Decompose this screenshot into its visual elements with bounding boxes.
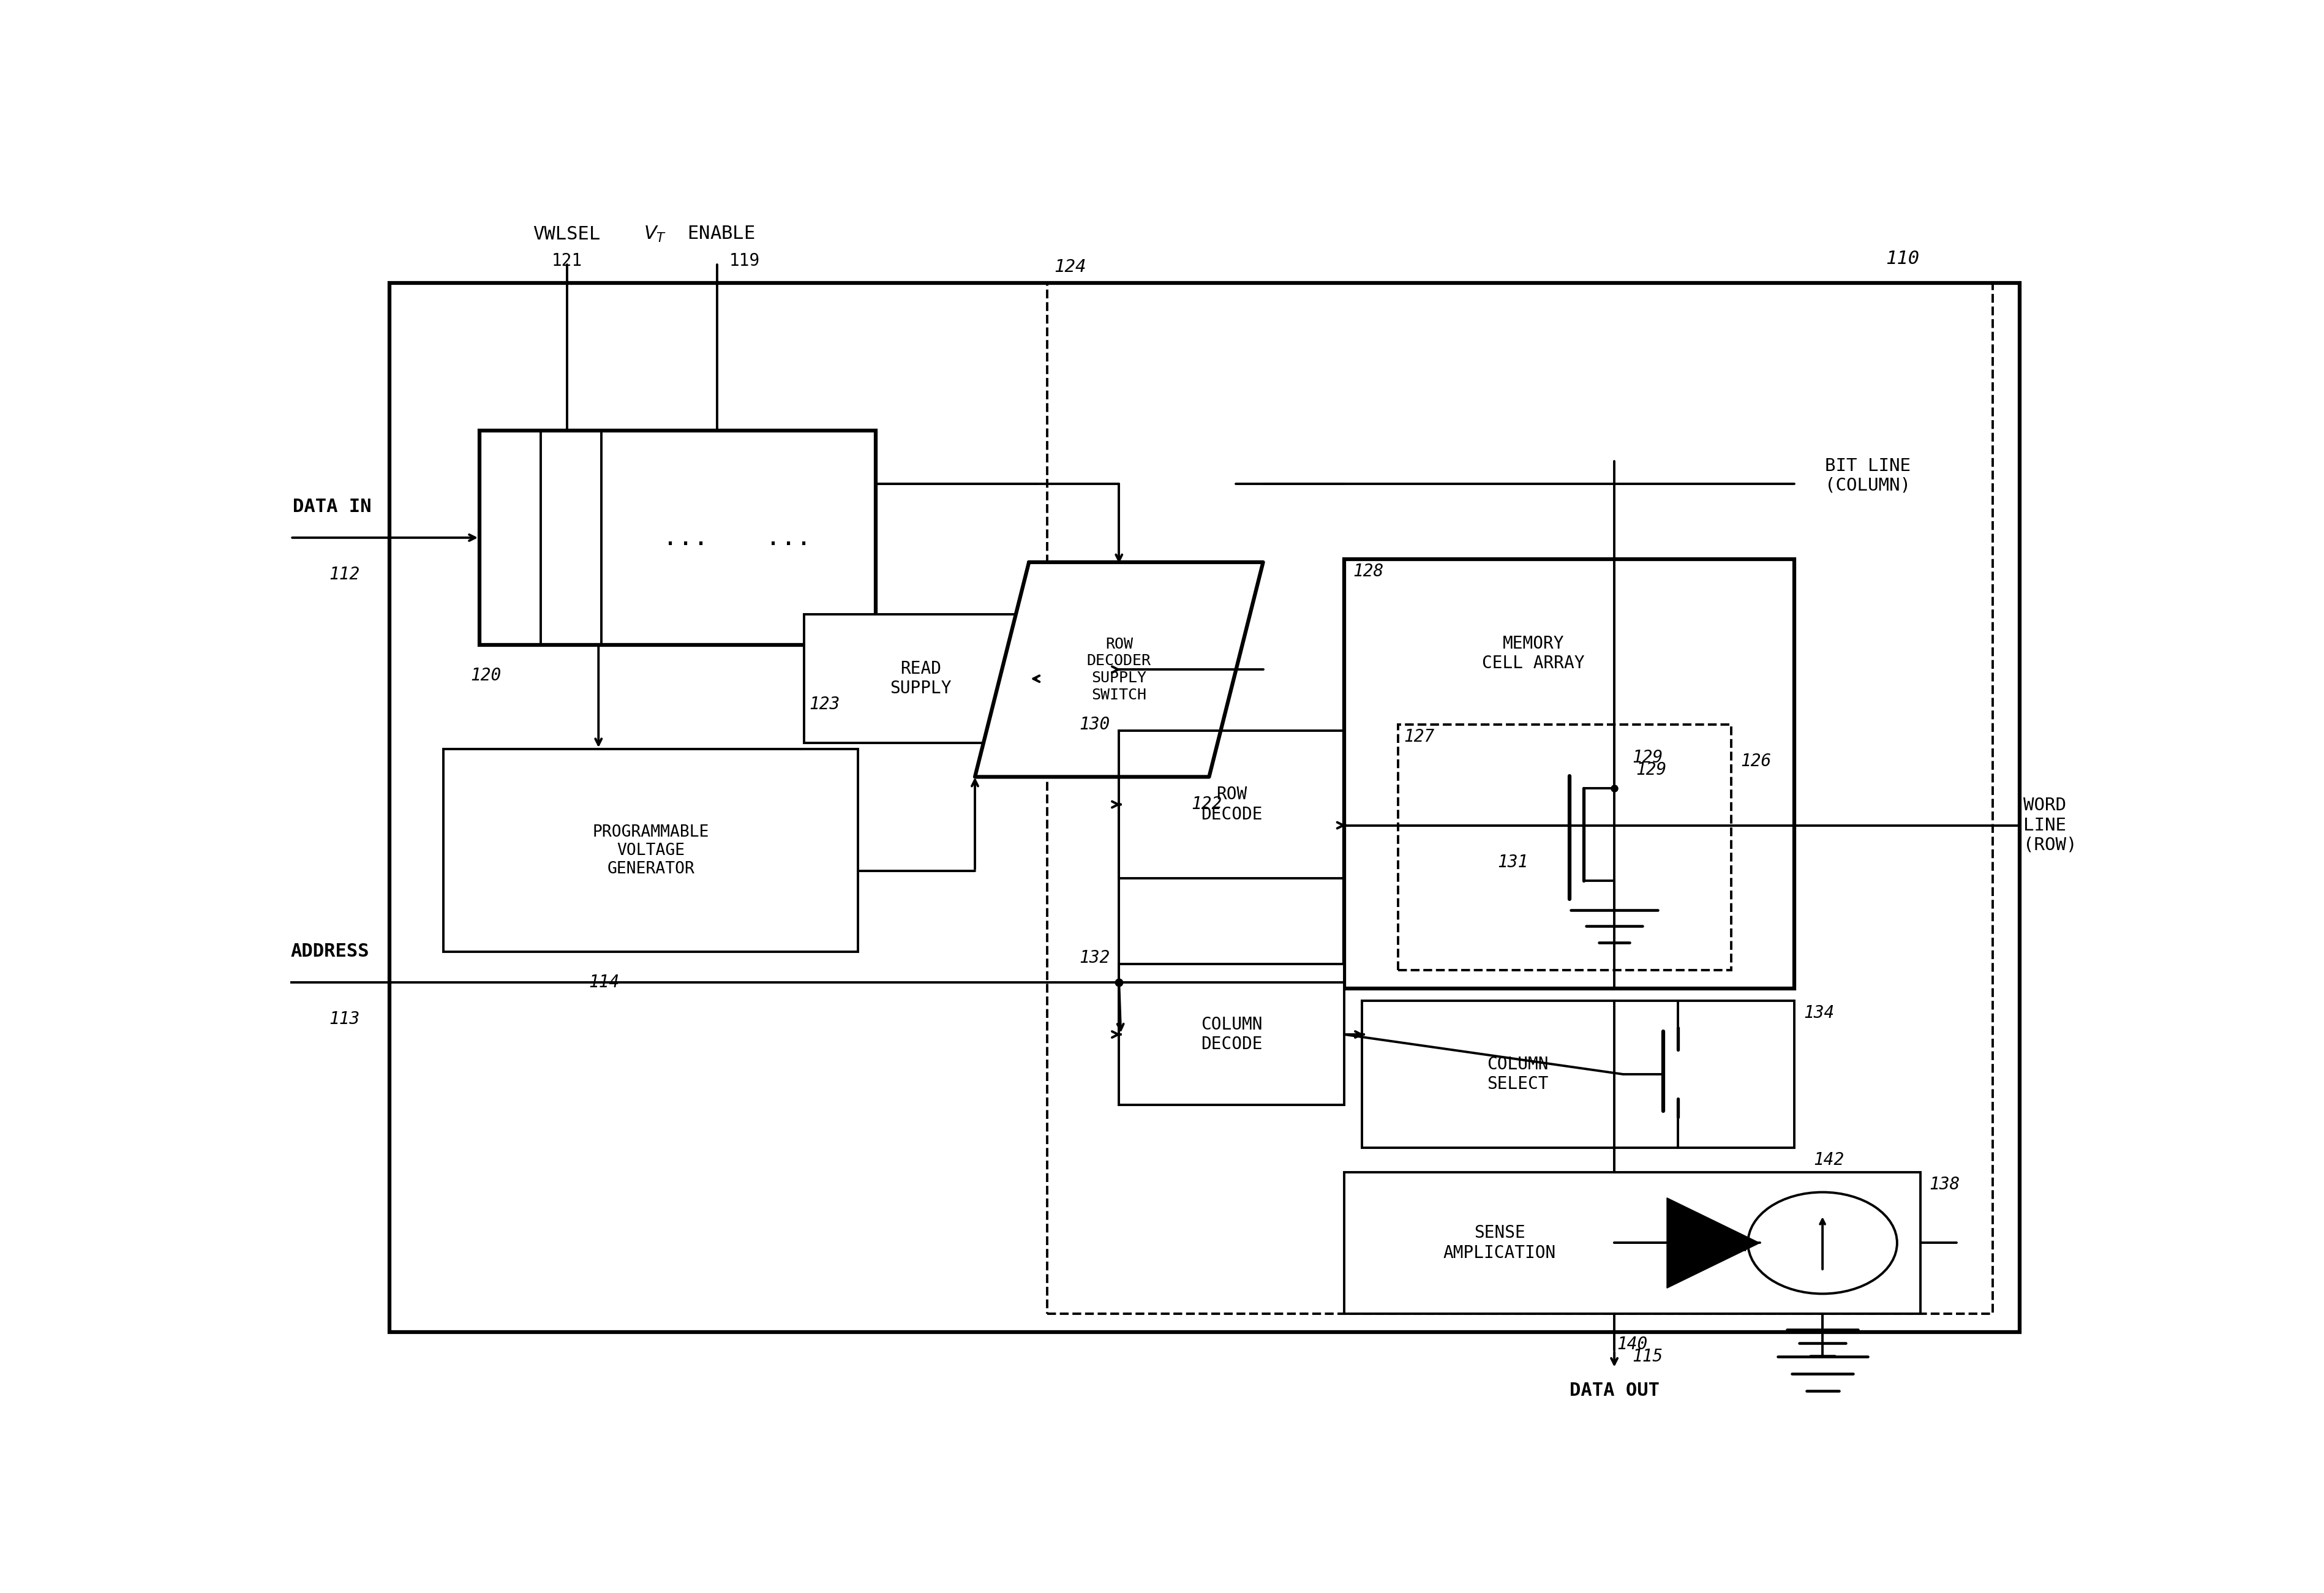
Text: 138: 138 (1929, 1176, 1959, 1193)
Polygon shape (1666, 1198, 1759, 1289)
Text: MEMORY
CELL ARRAY: MEMORY CELL ARRAY (1483, 636, 1585, 672)
Bar (1046, 284, 1992, 1314)
Text: 130: 130 (1078, 717, 1111, 733)
Text: ROW
DECODE: ROW DECODE (1202, 785, 1262, 824)
Bar (1120, 731, 1343, 878)
Text: 127: 127 (1404, 728, 1434, 746)
Text: 131: 131 (1497, 854, 1527, 871)
Text: 121: 121 (551, 253, 583, 269)
Text: 129: 129 (1636, 761, 1666, 779)
Text: COLUMN
SELECT: COLUMN SELECT (1487, 1056, 1548, 1093)
Bar (444, 749, 858, 951)
Text: 112: 112 (330, 566, 360, 583)
Bar (1343, 559, 1794, 988)
Text: $V_T$  ENABLE: $V_T$ ENABLE (644, 225, 755, 244)
Text: 132: 132 (1078, 949, 1111, 967)
Text: 128: 128 (1353, 562, 1383, 580)
Bar (1399, 725, 1731, 970)
Text: $I_{REF}$: $I_{REF}$ (1720, 1233, 1752, 1254)
Text: READ
SUPPLY: READ SUPPLY (890, 660, 951, 698)
Bar (390, 284, 2020, 1332)
Text: 110: 110 (1885, 250, 1920, 268)
Text: 120: 120 (469, 667, 502, 685)
Text: 122: 122 (1192, 795, 1222, 812)
Bar (804, 615, 1039, 742)
Text: 119: 119 (730, 253, 760, 269)
Text: 113: 113 (330, 1010, 360, 1027)
Text: 142: 142 (1813, 1152, 1845, 1169)
Text: 134: 134 (1803, 1005, 1834, 1021)
Text: 129: 129 (1631, 749, 1664, 766)
Text: COLUMN
DECODE: COLUMN DECODE (1202, 1016, 1262, 1053)
Polygon shape (976, 562, 1264, 777)
Text: ...: ... (765, 524, 811, 551)
Text: 123: 123 (809, 696, 839, 714)
Text: 115: 115 (1631, 1348, 1664, 1365)
Text: 140: 140 (1618, 1335, 1648, 1352)
Text: VWLSEL: VWLSEL (532, 225, 600, 244)
Text: 124: 124 (1055, 258, 1085, 276)
Text: ADDRESS: ADDRESS (290, 943, 370, 961)
Bar (1120, 964, 1343, 1106)
Text: DATA OUT: DATA OUT (1569, 1381, 1659, 1400)
Text: ROW
DECODER
SUPPLY
SWITCH: ROW DECODER SUPPLY SWITCH (1088, 637, 1150, 703)
Text: 114: 114 (588, 973, 621, 991)
Text: DATA IN: DATA IN (293, 499, 372, 516)
Text: SENSE
AMPLICATION: SENSE AMPLICATION (1443, 1225, 1557, 1262)
Text: BIT LINE
(COLUMN): BIT LINE (COLUMN) (1824, 457, 1910, 494)
Text: 126: 126 (1741, 753, 1771, 769)
Text: WORD
LINE
(ROW): WORD LINE (ROW) (2024, 796, 2078, 854)
Text: PROGRAMMABLE
VOLTAGE
GENERATOR: PROGRAMMABLE VOLTAGE GENERATOR (593, 824, 709, 876)
Bar (479, 430, 876, 645)
Text: ...: ... (662, 524, 709, 551)
Bar (1343, 1172, 1920, 1314)
Bar (1362, 1000, 1794, 1149)
